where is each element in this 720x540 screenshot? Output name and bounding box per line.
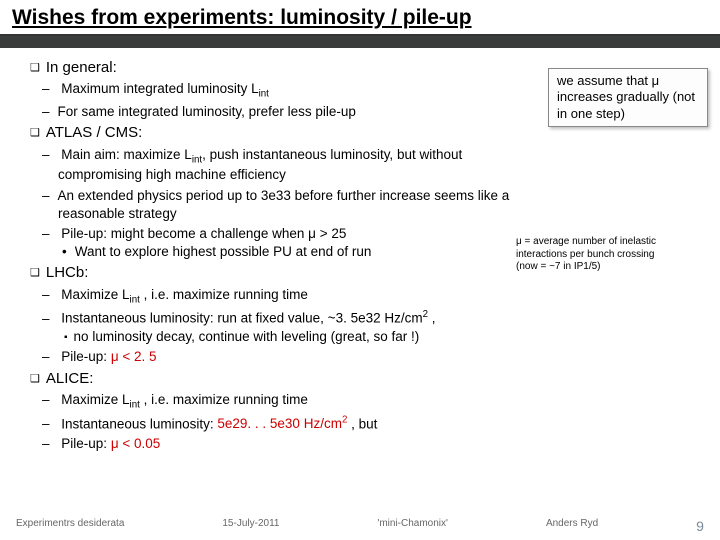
text: , — [428, 311, 436, 326]
title-bar: Wishes from experiments: luminosity / pi… — [0, 0, 720, 36]
subscript: int — [130, 294, 140, 305]
section-alice: ALICE: — [30, 369, 700, 389]
subscript: int — [130, 400, 140, 411]
note-line: μ = average number of inelastic — [516, 236, 656, 247]
text: Pile-up: — [61, 436, 111, 451]
text-highlight: μ < 0.05 — [111, 436, 160, 451]
footer-topic: Experimentrs desiderata — [16, 518, 124, 534]
header-strip — [0, 36, 720, 48]
slide-title: Wishes from experiments: luminosity / pi… — [12, 6, 708, 30]
text: Pile-up: — [61, 349, 111, 364]
text: Main aim: maximize L — [61, 147, 192, 162]
list-item: no luminosity decay, continue with level… — [78, 328, 700, 346]
sublist: no luminosity decay, continue with level… — [58, 328, 700, 346]
subscript: int — [259, 89, 269, 100]
list-alice: Maximize Lint , i.e. maximize running ti… — [30, 391, 700, 454]
note-line: interactions per bunch crossing — [516, 249, 654, 260]
footer: Experimentrs desiderata 15-July-2011 'mi… — [0, 518, 720, 534]
slide-body: we assume that μ increases gradually (no… — [0, 48, 720, 454]
callout-mu-assumption: we assume that μ increases gradually (no… — [548, 68, 708, 127]
text: Maximize L — [61, 392, 129, 407]
text: Pile-up: might become a challenge when μ… — [61, 226, 346, 241]
text: Maximize L — [61, 287, 129, 302]
text: , i.e. maximize running time — [140, 287, 308, 302]
text-highlight: 5e29. . . 5e30 Hz/cm2 — [217, 416, 347, 431]
footer-date: 15-July-2011 — [222, 518, 279, 534]
text: Maximum integrated luminosity L — [61, 81, 258, 96]
text: Instantaneous luminosity: — [61, 416, 217, 431]
list-item: Instantaneous luminosity: 5e29. . . 5e30… — [58, 414, 700, 434]
list-item: An extended physics period up to 3e33 be… — [58, 187, 538, 223]
list-lhcb: Maximize Lint , i.e. maximize running ti… — [30, 286, 700, 367]
note-line: (now = ~7 in IP1/5) — [516, 261, 601, 272]
page-number: 9 — [696, 518, 704, 534]
text: 5e29. . . 5e30 Hz/cm — [217, 416, 342, 431]
text: , i.e. maximize running time — [140, 392, 308, 407]
footer-event: 'mini-Chamonix' — [377, 518, 448, 534]
list-item: Pile-up: μ < 0.05 — [58, 435, 700, 453]
list-item: Maximize Lint , i.e. maximize running ti… — [58, 286, 700, 307]
list-item: Maximize Lint , i.e. maximize running ti… — [58, 391, 700, 412]
text: Instantaneous luminosity: run at fixed v… — [61, 311, 422, 326]
note-mu-definition: μ = average number of inelastic interact… — [516, 236, 714, 274]
footer-author: Anders Ryd — [546, 518, 598, 534]
list-item: Instantaneous luminosity: run at fixed v… — [58, 308, 700, 346]
list-item: Pile-up: μ < 2. 5 — [58, 348, 700, 366]
text-highlight: μ < 2. 5 — [111, 349, 157, 364]
list-item: Main aim: maximize Lint, push instantane… — [58, 146, 528, 185]
subscript: int — [192, 154, 202, 165]
text: , but — [347, 416, 377, 431]
